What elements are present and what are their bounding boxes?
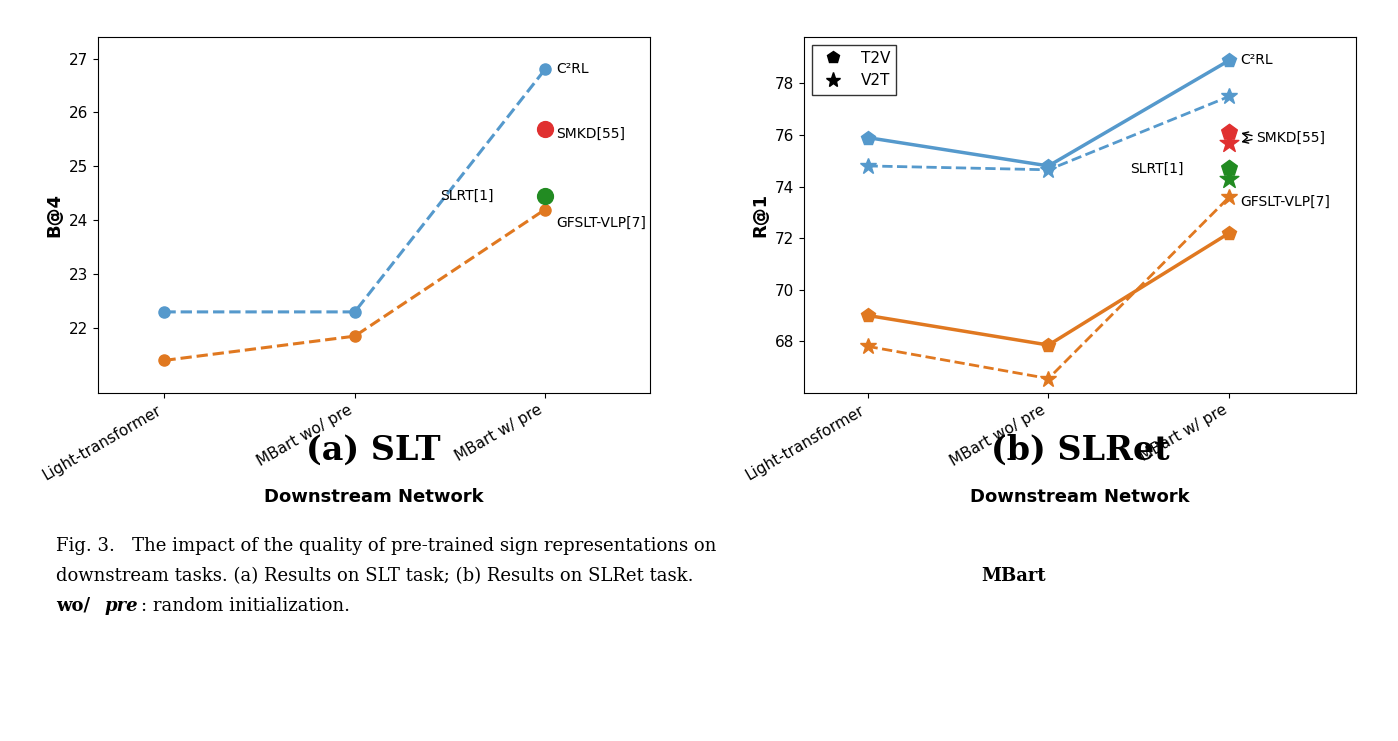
Point: [534, 123, 556, 135]
Text: C²RL: C²RL: [1240, 53, 1274, 67]
Point: [1218, 162, 1240, 174]
Point: [1218, 127, 1240, 139]
X-axis label: Downstream Network: Downstream Network: [264, 488, 484, 506]
Text: (b) SLRet: (b) SLRet: [991, 433, 1170, 467]
Text: (a) SLT: (a) SLT: [306, 433, 442, 467]
Text: pre: pre: [105, 597, 138, 614]
Text: MBart: MBart: [981, 567, 1046, 585]
Text: SLRT[1]: SLRT[1]: [440, 189, 493, 203]
Text: wo/: wo/: [56, 597, 96, 614]
Text: : random initialization.: : random initialization.: [141, 597, 350, 614]
Text: SMKD[55]: SMKD[55]: [556, 127, 625, 141]
Text: SMKD[55]: SMKD[55]: [1257, 130, 1325, 144]
Y-axis label: R@1: R@1: [752, 193, 769, 237]
Legend: T2V, V2T: T2V, V2T: [812, 44, 896, 95]
Text: C²RL: C²RL: [556, 62, 589, 76]
Point: [1218, 137, 1240, 149]
Text: GFSLT-VLP[7]: GFSLT-VLP[7]: [1240, 195, 1329, 209]
Point: [534, 190, 556, 202]
X-axis label: Downstream Network: Downstream Network: [970, 488, 1190, 506]
Text: SLRT[1]: SLRT[1]: [1130, 162, 1183, 176]
Text: downstream tasks. (a) Results on SLT task; (b) Results on SLRet task.: downstream tasks. (a) Results on SLT tas…: [56, 567, 699, 585]
Text: GFSLT-VLP[7]: GFSLT-VLP[7]: [556, 216, 646, 230]
Y-axis label: B@4: B@4: [45, 193, 63, 237]
Point: [1218, 173, 1240, 185]
Text: Fig. 3.   The impact of the quality of pre-trained sign representations on: Fig. 3. The impact of the quality of pre…: [56, 537, 716, 555]
